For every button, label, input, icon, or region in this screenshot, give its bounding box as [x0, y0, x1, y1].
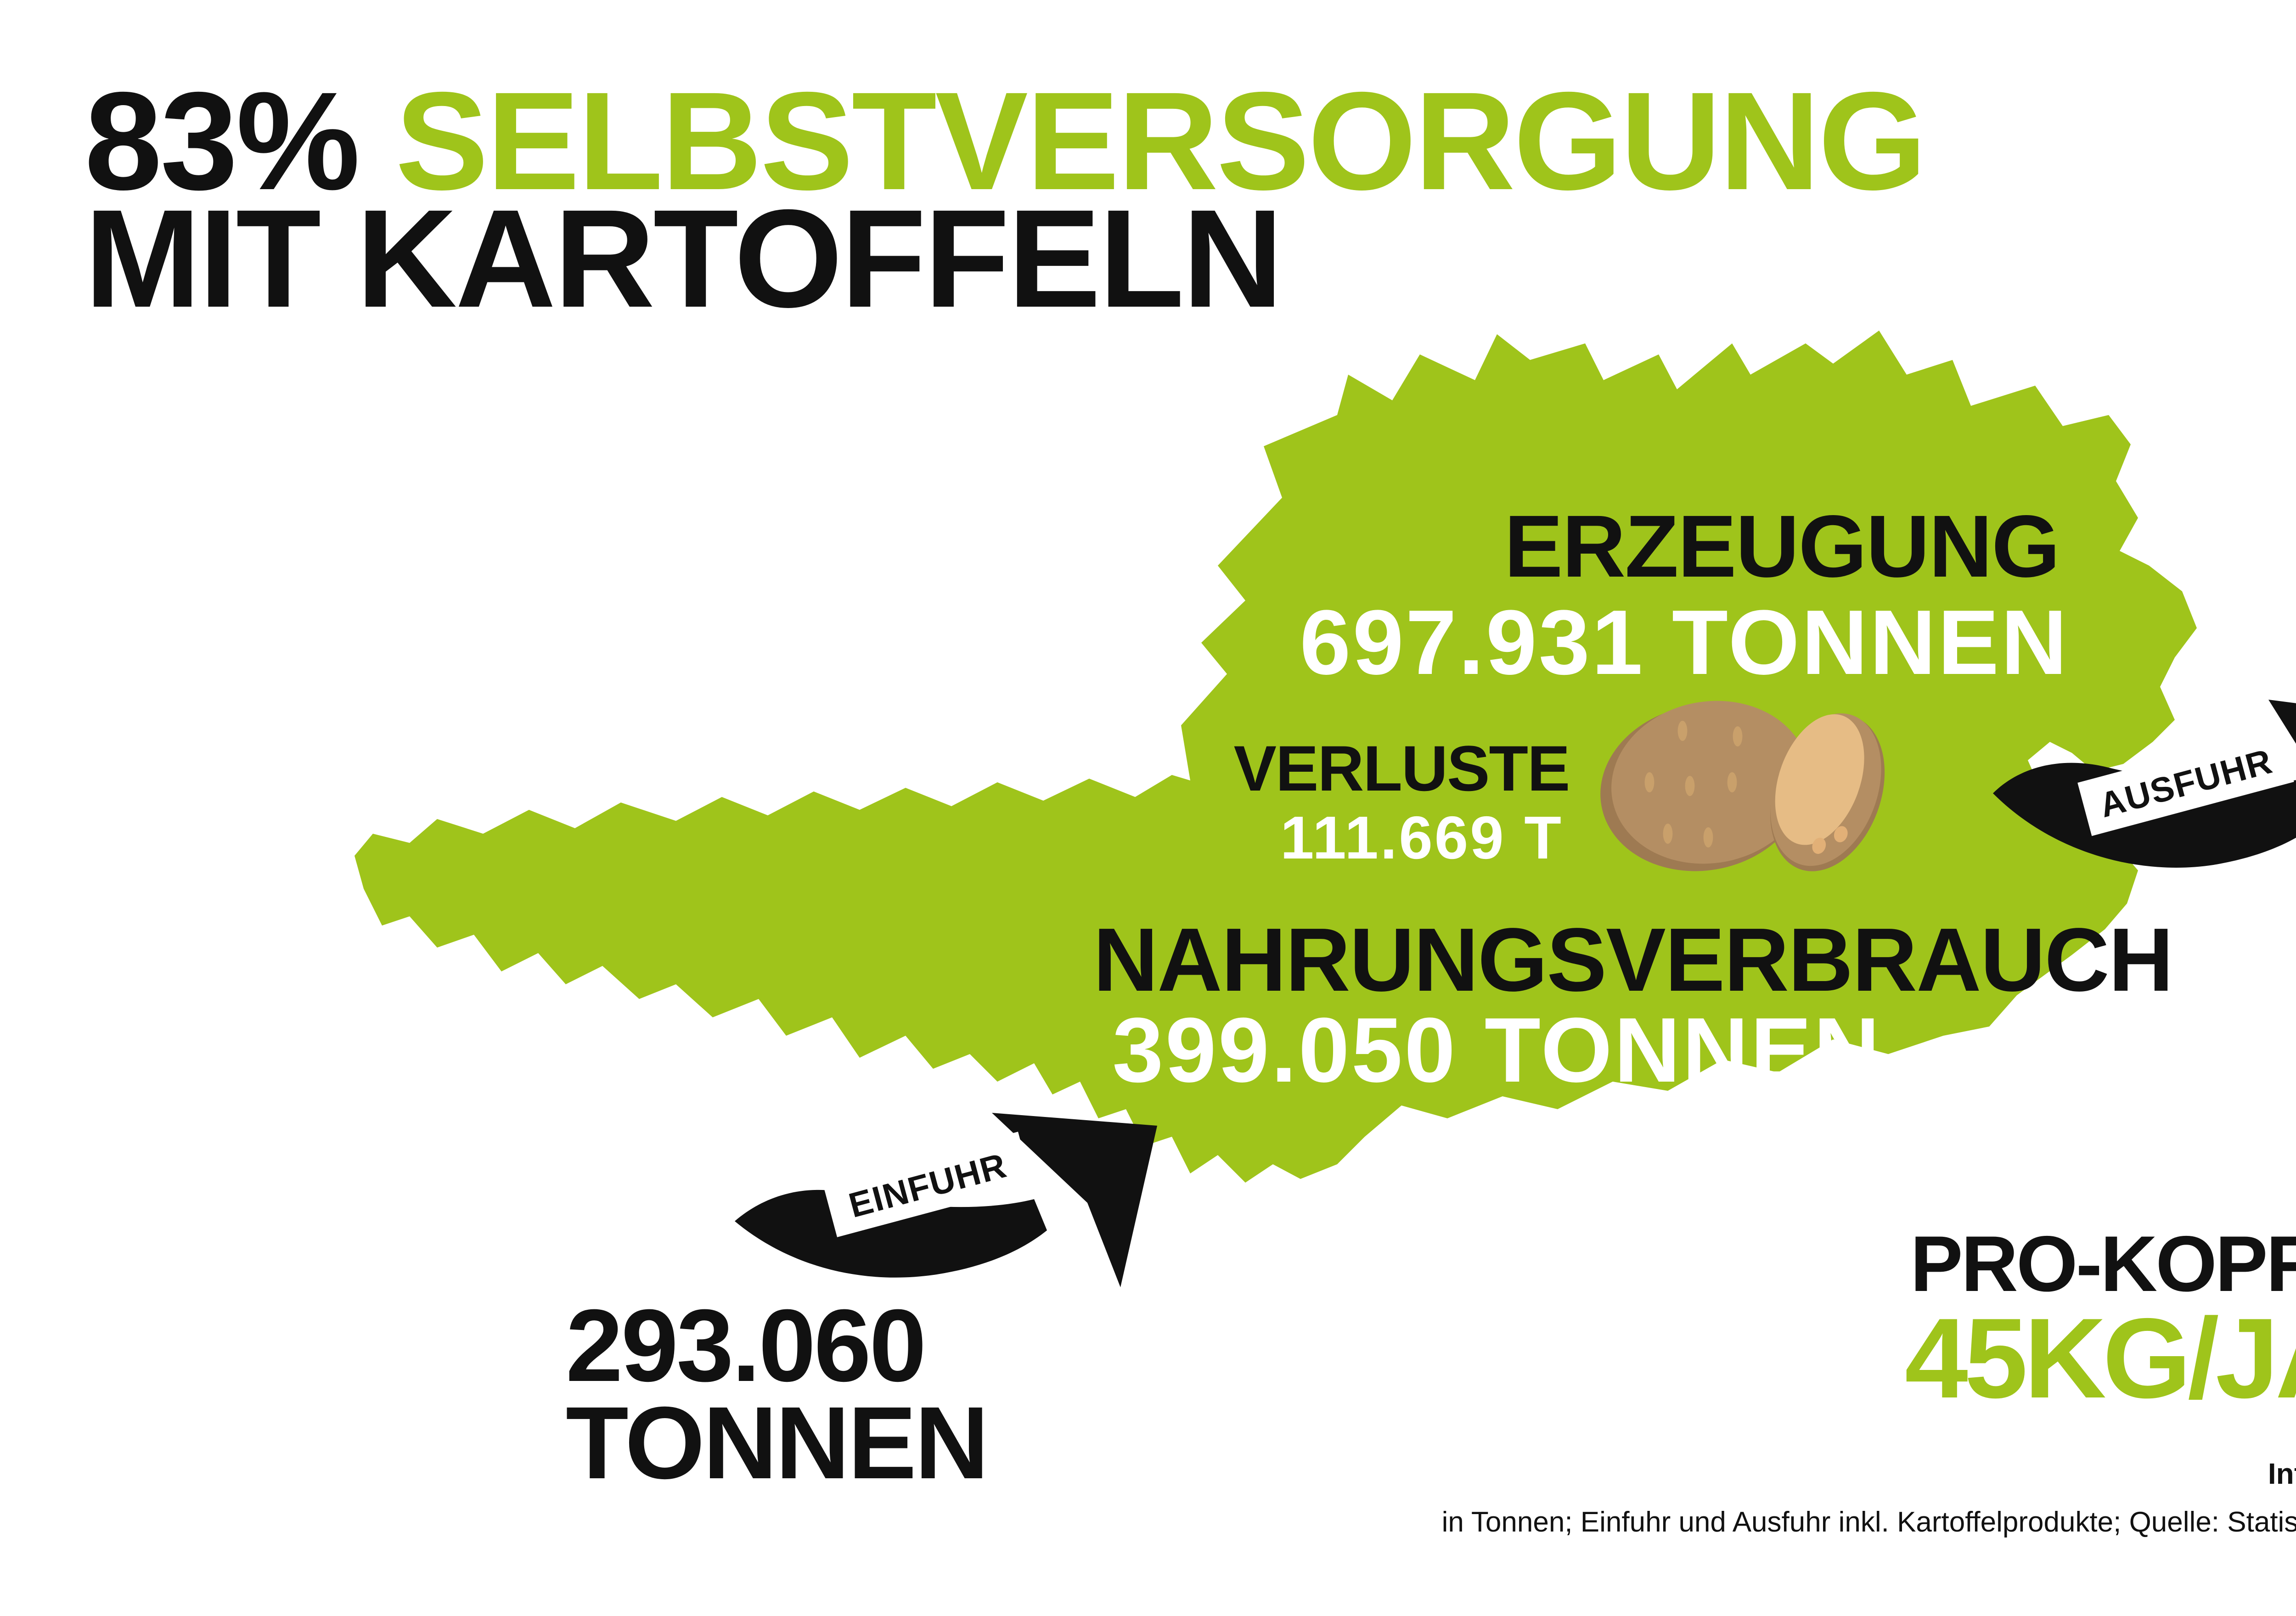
erzeugung-value: 697.931 TONNEN [1300, 591, 2069, 694]
footer-credit: Infografik © Land schafft Leben 2020 [2268, 1460, 2296, 1491]
ausfuhr-band [2077, 729, 2294, 836]
headline-line2: MIT KARTOFFELN [84, 182, 1283, 338]
potato-half [1770, 713, 1885, 871]
per-capita-value: 45KG/JAHR [1905, 1296, 2296, 1423]
einfuhr-amount: 293.060 [566, 1287, 927, 1403]
erzeugung-label: ERZEUGUNG [1504, 499, 2060, 597]
einfuhr-unit: TONNEN [566, 1385, 989, 1500]
nahrungsverbrauch-value: 399.050 TONNEN [1112, 999, 1882, 1102]
footer: Infografik © Land schafft Leben 2020 in … [1441, 1460, 2296, 1539]
headline-percent: 83% [84, 64, 360, 220]
nahrungsverbrauch-label: NAHRUNGSVERBRAUCH [1093, 912, 2174, 1011]
einfuhr-band [822, 1132, 1033, 1237]
potato-icon [1600, 701, 1885, 871]
per-capita-label: PRO-KOPF-VERBRAUCH [1910, 1221, 2296, 1309]
headline-line1: 83% SELBSTVERSORGUNG [84, 73, 1927, 213]
import-arrow-icon: EINFUHR [735, 1113, 1157, 1287]
headline-highlight: SELBSTVERSORGUNG [395, 64, 1927, 220]
verluste-label: VERLUSTE [1233, 734, 1570, 805]
potato-whole [1600, 701, 1809, 871]
verluste-value: 111.669 T [1280, 803, 1563, 871]
footer-source-note: in Tonnen; Einfuhr und Ausfuhr inkl. Kar… [1441, 1508, 2296, 1539]
export-arrow-icon: AUSFUHR [1993, 700, 2296, 868]
austria-map [355, 331, 2197, 1183]
